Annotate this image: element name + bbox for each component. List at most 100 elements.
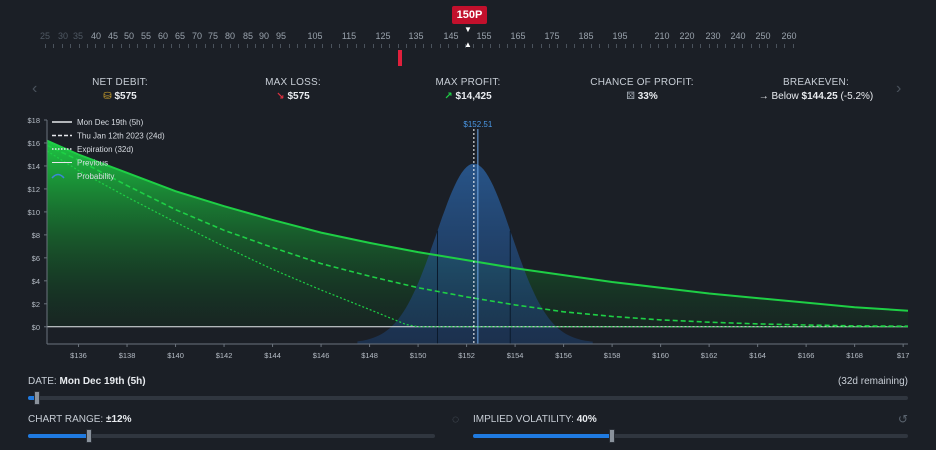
strike-tick-mark: [145, 44, 147, 48]
strike-tick-label[interactable]: 220: [679, 31, 695, 41]
x-tick-label: $144: [264, 351, 281, 360]
iv-label: IMPLIED VOLATILITY:: [473, 414, 574, 425]
strike-selector[interactable]: 150P 25 30 35 40 45 50 55 60 65 70 75 80 85 90 95 105 11…: [0, 0, 936, 70]
breakeven-stat: BREAKEVEN: → Below $144.25 (-5.2%): [759, 77, 874, 102]
strike-tick-mark: [775, 44, 777, 48]
strike-tick-mark: [70, 44, 72, 48]
strike-tick-label[interactable]: 25: [39, 31, 51, 41]
strike-tick-label[interactable]: 165: [510, 31, 526, 41]
reset-range-icon[interactable]: ◌: [452, 412, 460, 426]
chart-legend: Mon Dec 19th (5h) Thu Jan 12th 2023 (24d)…: [51, 118, 165, 181]
strike-tick-label[interactable]: 55: [140, 31, 152, 41]
strike-tick-label[interactable]: 155: [476, 31, 492, 41]
x-tick-label: $146: [313, 351, 330, 360]
iv-slider[interactable]: [473, 429, 908, 443]
strike-tick-label[interactable]: 35: [72, 31, 84, 41]
strike-tick-mark: [523, 44, 525, 48]
strike-tick-mark: [53, 44, 55, 48]
strike-tick-mark: [557, 44, 559, 48]
strike-tick-mark: [238, 44, 240, 48]
legend-label: Expiration (32d): [77, 145, 134, 154]
iv-label-row: IMPLIED VOLATILITY: 40%: [473, 414, 597, 425]
strike-tick-mark: [322, 44, 324, 48]
selected-strike-badge[interactable]: 150P: [452, 6, 487, 24]
strike-tick-label[interactable]: 115: [341, 31, 357, 41]
strike-tick-label[interactable]: 90: [258, 31, 270, 41]
breakeven-value: $144.25: [801, 91, 838, 102]
strike-tick-label[interactable]: 50: [123, 31, 135, 41]
strike-tick-mark: [683, 44, 685, 48]
strike-tick-label[interactable]: 45: [107, 31, 119, 41]
strike-tick-label[interactable]: 210: [654, 31, 670, 41]
date-value: Mon Dec 19th (5h): [59, 376, 146, 387]
strike-tick-mark: [507, 44, 508, 48]
strike-tick-mark: [599, 44, 601, 48]
strike-tick-label[interactable]: 85: [242, 31, 254, 41]
date-slider-thumb[interactable]: [33, 391, 40, 405]
net-debit-label: NET DEBIT:: [92, 77, 148, 88]
strike-tick-mark: [473, 44, 475, 48]
strike-tick-mark: [45, 44, 46, 48]
strike-tick-label[interactable]: 250: [755, 31, 771, 41]
strike-tick-mark: [414, 44, 416, 48]
strike-tick-label[interactable]: 75: [207, 31, 219, 41]
reset-iv-icon[interactable]: ↺: [898, 412, 909, 426]
legend-label: Probability: [77, 172, 114, 181]
probability-area: [357, 163, 593, 344]
date-row: DATE: Mon Dec 19th (5h) (32d remaining): [28, 376, 908, 387]
strike-tick-label[interactable]: 135: [408, 31, 424, 41]
chance-of-profit-stat: CHANCE OF PROFIT: ⚄ 33%: [590, 77, 693, 102]
y-tick-label: $2: [32, 300, 40, 309]
strike-tick-label[interactable]: 70: [191, 31, 203, 41]
strike-tick-label[interactable]: 175: [544, 31, 560, 41]
strike-tick-label[interactable]: 240: [730, 31, 746, 41]
strike-tick-label[interactable]: 195: [612, 31, 628, 41]
strike-tick-label[interactable]: 60: [157, 31, 169, 41]
strike-tick-label[interactable]: 105: [307, 31, 323, 41]
strike-tick-mark: [313, 44, 315, 48]
strike-tick-mark: [179, 44, 181, 48]
x-tick-label: $140: [167, 351, 184, 360]
strike-tick-label[interactable]: 185: [578, 31, 594, 41]
chart-axes: $18 $16 $14 $12 $10 $8 $6 $4 $2 $0 $136 $138 $140 $14…: [27, 116, 909, 360]
chart-range-slider[interactable]: [28, 429, 435, 443]
chart-range-thumb[interactable]: [86, 429, 93, 443]
iv-slider-thumb[interactable]: [609, 429, 616, 443]
strike-tick-mark: [154, 44, 156, 48]
net-debit-value: $575: [114, 91, 137, 102]
profit-loss-chart[interactable]: $152.51 $18 $16 $14 $12 $10 $8 $6 $4 $2 $0 $136 $13…: [0, 112, 936, 372]
date-slider[interactable]: [28, 391, 908, 405]
strike-tick-mark: [112, 44, 114, 48]
strike-tick-mark: [759, 44, 760, 48]
strike-tick-label[interactable]: 260: [781, 31, 797, 41]
strike-tick-label[interactable]: 30: [57, 31, 69, 41]
x-tick-label: $148: [361, 351, 378, 360]
legend-label: Thu Jan 12th 2023 (24d): [77, 132, 165, 141]
chart-range-fill: [28, 434, 90, 438]
arrow-right-icon: →: [758, 91, 769, 102]
strike-tick-label[interactable]: 80: [224, 31, 236, 41]
strike-tick-label[interactable]: 230: [705, 31, 721, 41]
legend-swatch: [51, 173, 65, 179]
strike-tick-mark: [95, 44, 97, 48]
y-tick-label: $8: [32, 231, 40, 240]
x-tick-label: $152: [458, 351, 475, 360]
strike-tick-label[interactable]: 125: [375, 31, 391, 41]
max-profit-label: MAX PROFIT:: [435, 77, 501, 88]
dice-icon: ⚄: [626, 91, 635, 102]
strike-tick-mark: [305, 44, 307, 48]
strike-tick-label[interactable]: 65: [174, 31, 186, 41]
strike-tick-mark: [280, 44, 282, 48]
strike-tick-label[interactable]: 40: [90, 31, 102, 41]
strike-tick-label[interactable]: 95: [275, 31, 287, 41]
iv-slider-fill: [473, 434, 613, 438]
prev-arrow-icon[interactable]: ‹: [32, 80, 38, 97]
strike-tick-mark: [423, 44, 424, 48]
next-arrow-icon[interactable]: ›: [896, 80, 902, 97]
strike-tick-mark: [792, 44, 794, 48]
strike-tick-mark: [347, 44, 349, 48]
strike-tick-mark: [339, 44, 340, 48]
breakeven-suffix: (-5.2%): [840, 91, 874, 102]
strike-tick-label[interactable]: 145: [443, 31, 459, 41]
max-loss-value: $575: [287, 91, 310, 102]
